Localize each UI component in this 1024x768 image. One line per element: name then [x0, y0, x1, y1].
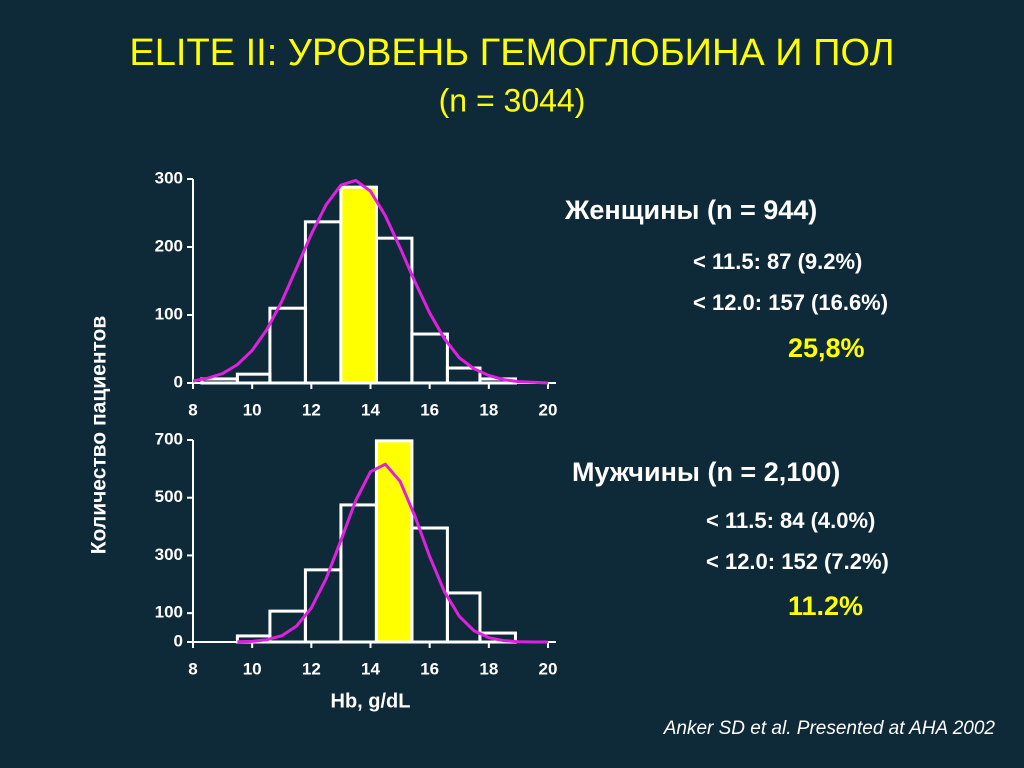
y-tick-label: 700 — [155, 429, 183, 448]
x-tick-label: 12 — [302, 400, 321, 419]
y-tick-label: 0 — [174, 631, 183, 650]
x-tick-label: 18 — [479, 659, 498, 678]
group-stat: < 12.0: 157 (16.6%) — [693, 290, 888, 315]
group-label: Мужчины (n = 2,100) — [572, 457, 840, 487]
slide-title: ELITE II: УРОВЕНЬ ГЕМОГЛОБИНА И ПОЛ — [129, 32, 894, 74]
x-tick-label: 8 — [188, 400, 197, 419]
source: Anker SD et al. Presented at AHA 2002 — [663, 718, 996, 739]
fit-curve — [192, 178, 549, 385]
x-tick-label: 10 — [243, 659, 262, 678]
group-label: Женщины (n = 944) — [564, 195, 817, 225]
group-total: 11.2% — [788, 591, 863, 621]
fit-curve — [237, 462, 548, 644]
group-stat: < 11.5: 87 (9.2%) — [693, 249, 862, 274]
x-tick-label: 14 — [361, 659, 380, 678]
y-tick-label: 0 — [174, 372, 183, 391]
slide-subtitle: (n = 3044) — [439, 82, 586, 118]
y-tick-label: 100 — [155, 304, 183, 323]
histogram-bar — [374, 439, 414, 644]
y-axis-label: Количество пациентов — [88, 316, 111, 555]
group-total: 25,8% — [788, 333, 865, 363]
x-tick-label: 16 — [420, 659, 439, 678]
y-tick-label: 300 — [155, 168, 183, 187]
x-tick-label: 12 — [302, 659, 321, 678]
y-tick-label: 300 — [155, 545, 183, 564]
histogram-bar — [339, 185, 378, 385]
x-tick-label: 16 — [420, 400, 439, 419]
x-tick-label: 8 — [188, 659, 197, 678]
x-tick-label: 10 — [243, 400, 262, 419]
x-tick-label: 20 — [539, 400, 558, 419]
group-stat: < 12.0: 152 (7.2%) — [706, 549, 889, 574]
x-axis-label: Hb, g/dL — [331, 690, 411, 712]
group-stat: < 11.5: 84 (4.0%) — [706, 508, 875, 533]
y-tick-label: 100 — [155, 603, 183, 622]
y-tick-label: 200 — [155, 236, 183, 255]
x-tick-label: 20 — [539, 659, 558, 678]
x-tick-label: 18 — [479, 400, 498, 419]
x-tick-label: 14 — [361, 400, 380, 419]
y-tick-label: 500 — [155, 487, 183, 506]
